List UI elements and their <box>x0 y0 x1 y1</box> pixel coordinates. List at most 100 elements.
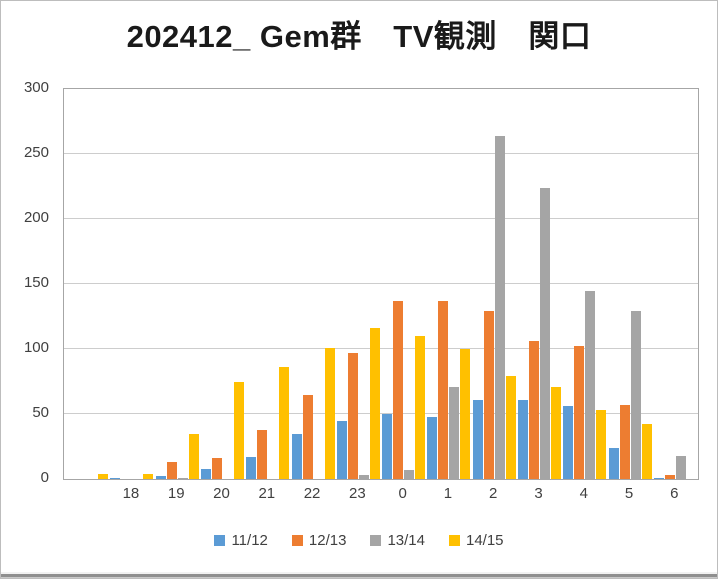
bar-group <box>290 89 335 479</box>
bar-14/15 <box>369 328 380 479</box>
legend-label: 11/12 <box>231 532 268 549</box>
bar-12/13 <box>166 462 177 479</box>
bar-group <box>472 89 517 479</box>
y-tick-label: 150 <box>23 274 49 291</box>
bar-group <box>426 89 471 479</box>
bar-13/14 <box>539 187 550 479</box>
legend: 11/12 12/13 13/14 14/15 <box>1 532 717 549</box>
x-tick-label: 20 <box>213 485 230 502</box>
bar-12/13 <box>347 352 358 479</box>
y-tick-label: 100 <box>23 339 49 356</box>
legend-label: 13/14 <box>387 532 425 549</box>
legend-swatch <box>291 535 303 546</box>
legend-item: 11/12 <box>214 532 268 549</box>
bar-11/12 <box>200 468 211 479</box>
x-tick-label: 23 <box>349 485 366 502</box>
y-tick-label: 200 <box>23 209 49 226</box>
bar-12/13 <box>211 458 222 479</box>
bar-group <box>155 89 200 479</box>
bar-13/14 <box>675 455 686 479</box>
bar-12/13 <box>483 311 494 479</box>
bar-14/15 <box>233 381 244 479</box>
bar-12/13 <box>574 346 585 479</box>
bar-11/12 <box>155 476 166 479</box>
bar-11/12 <box>336 420 347 479</box>
bar-11/12 <box>472 399 483 479</box>
bar-14/15 <box>279 367 290 479</box>
bar-14/15 <box>188 433 199 479</box>
x-tick-label: 0 <box>398 485 407 502</box>
x-tick-label: 21 <box>258 485 276 502</box>
x-tick-label: 3 <box>534 485 543 502</box>
legend-label: 12/13 <box>308 532 347 549</box>
gridline <box>64 348 698 349</box>
legend-swatch <box>448 535 460 546</box>
x-tick-label: 22 <box>303 485 321 502</box>
legend-swatch <box>370 535 382 546</box>
bar-group <box>64 89 109 479</box>
bar-12/13 <box>302 394 313 479</box>
bar-11/12 <box>653 477 664 479</box>
legend-item: 13/14 <box>370 532 425 549</box>
bar-11/12 <box>517 399 528 479</box>
bar-11/12 <box>246 456 257 479</box>
window-bottom-edge <box>1 572 717 578</box>
bar-12/13 <box>664 475 675 479</box>
bar-group <box>562 89 607 479</box>
bar-12/13 <box>393 300 404 479</box>
gridline <box>64 283 698 284</box>
bar-14/15 <box>641 424 652 479</box>
bar-group <box>517 89 562 479</box>
bar-14/15 <box>550 386 561 479</box>
x-tick-label: 19 <box>167 485 185 502</box>
bar-14/15 <box>460 349 471 479</box>
bar-12/13 <box>619 404 630 479</box>
plot-area <box>63 88 699 480</box>
bar-group <box>200 89 245 479</box>
gridline <box>64 153 698 154</box>
bar-14/15 <box>596 410 607 479</box>
x-tick-label: 4 <box>579 485 588 502</box>
gridline <box>64 413 698 414</box>
bar-11/12 <box>563 406 574 479</box>
bar-group <box>245 89 290 479</box>
bar-13/14 <box>404 469 415 479</box>
x-tick-label: 6 <box>670 485 679 502</box>
bar-group <box>607 89 652 479</box>
gridline <box>64 218 698 219</box>
legend-item: 12/13 <box>291 532 347 549</box>
x-tick-label: 5 <box>624 485 634 502</box>
legend-item: 14/15 <box>448 532 504 549</box>
bar-11/12 <box>427 416 438 479</box>
bar-13/14 <box>494 135 505 479</box>
bar-14/15 <box>143 473 154 479</box>
bar-13/14 <box>449 386 460 479</box>
chart-title: 202412_ Gem群 TV観測 関口 <box>126 19 592 54</box>
bar-group <box>109 89 154 479</box>
bar-14/15 <box>505 376 516 479</box>
bar-13/14 <box>630 311 641 479</box>
bar-12/13 <box>257 429 268 479</box>
bar-12/13 <box>438 300 449 479</box>
legend-label: 14/15 <box>465 532 504 549</box>
bar-14/15 <box>324 347 335 479</box>
x-tick-label: 2 <box>489 485 498 502</box>
y-tick-label: 250 <box>23 144 49 161</box>
bar-14/15 <box>98 473 109 479</box>
bar-14/15 <box>415 336 426 479</box>
bar-13/14 <box>177 477 188 479</box>
bar-11/12 <box>110 477 121 479</box>
bar-13/14 <box>358 475 369 479</box>
y-tick-label: 300 <box>23 79 49 96</box>
x-tick-label: 1 <box>443 485 453 502</box>
y-tick-label: 50 <box>32 404 49 421</box>
bar-11/12 <box>608 447 619 479</box>
bar-12/13 <box>528 341 539 479</box>
legend-swatch <box>214 535 226 546</box>
bar-11/12 <box>382 414 393 479</box>
x-tick-label: 18 <box>122 485 140 502</box>
bar-13/14 <box>585 290 596 479</box>
bar-group <box>653 89 698 479</box>
bar-group <box>381 89 426 479</box>
